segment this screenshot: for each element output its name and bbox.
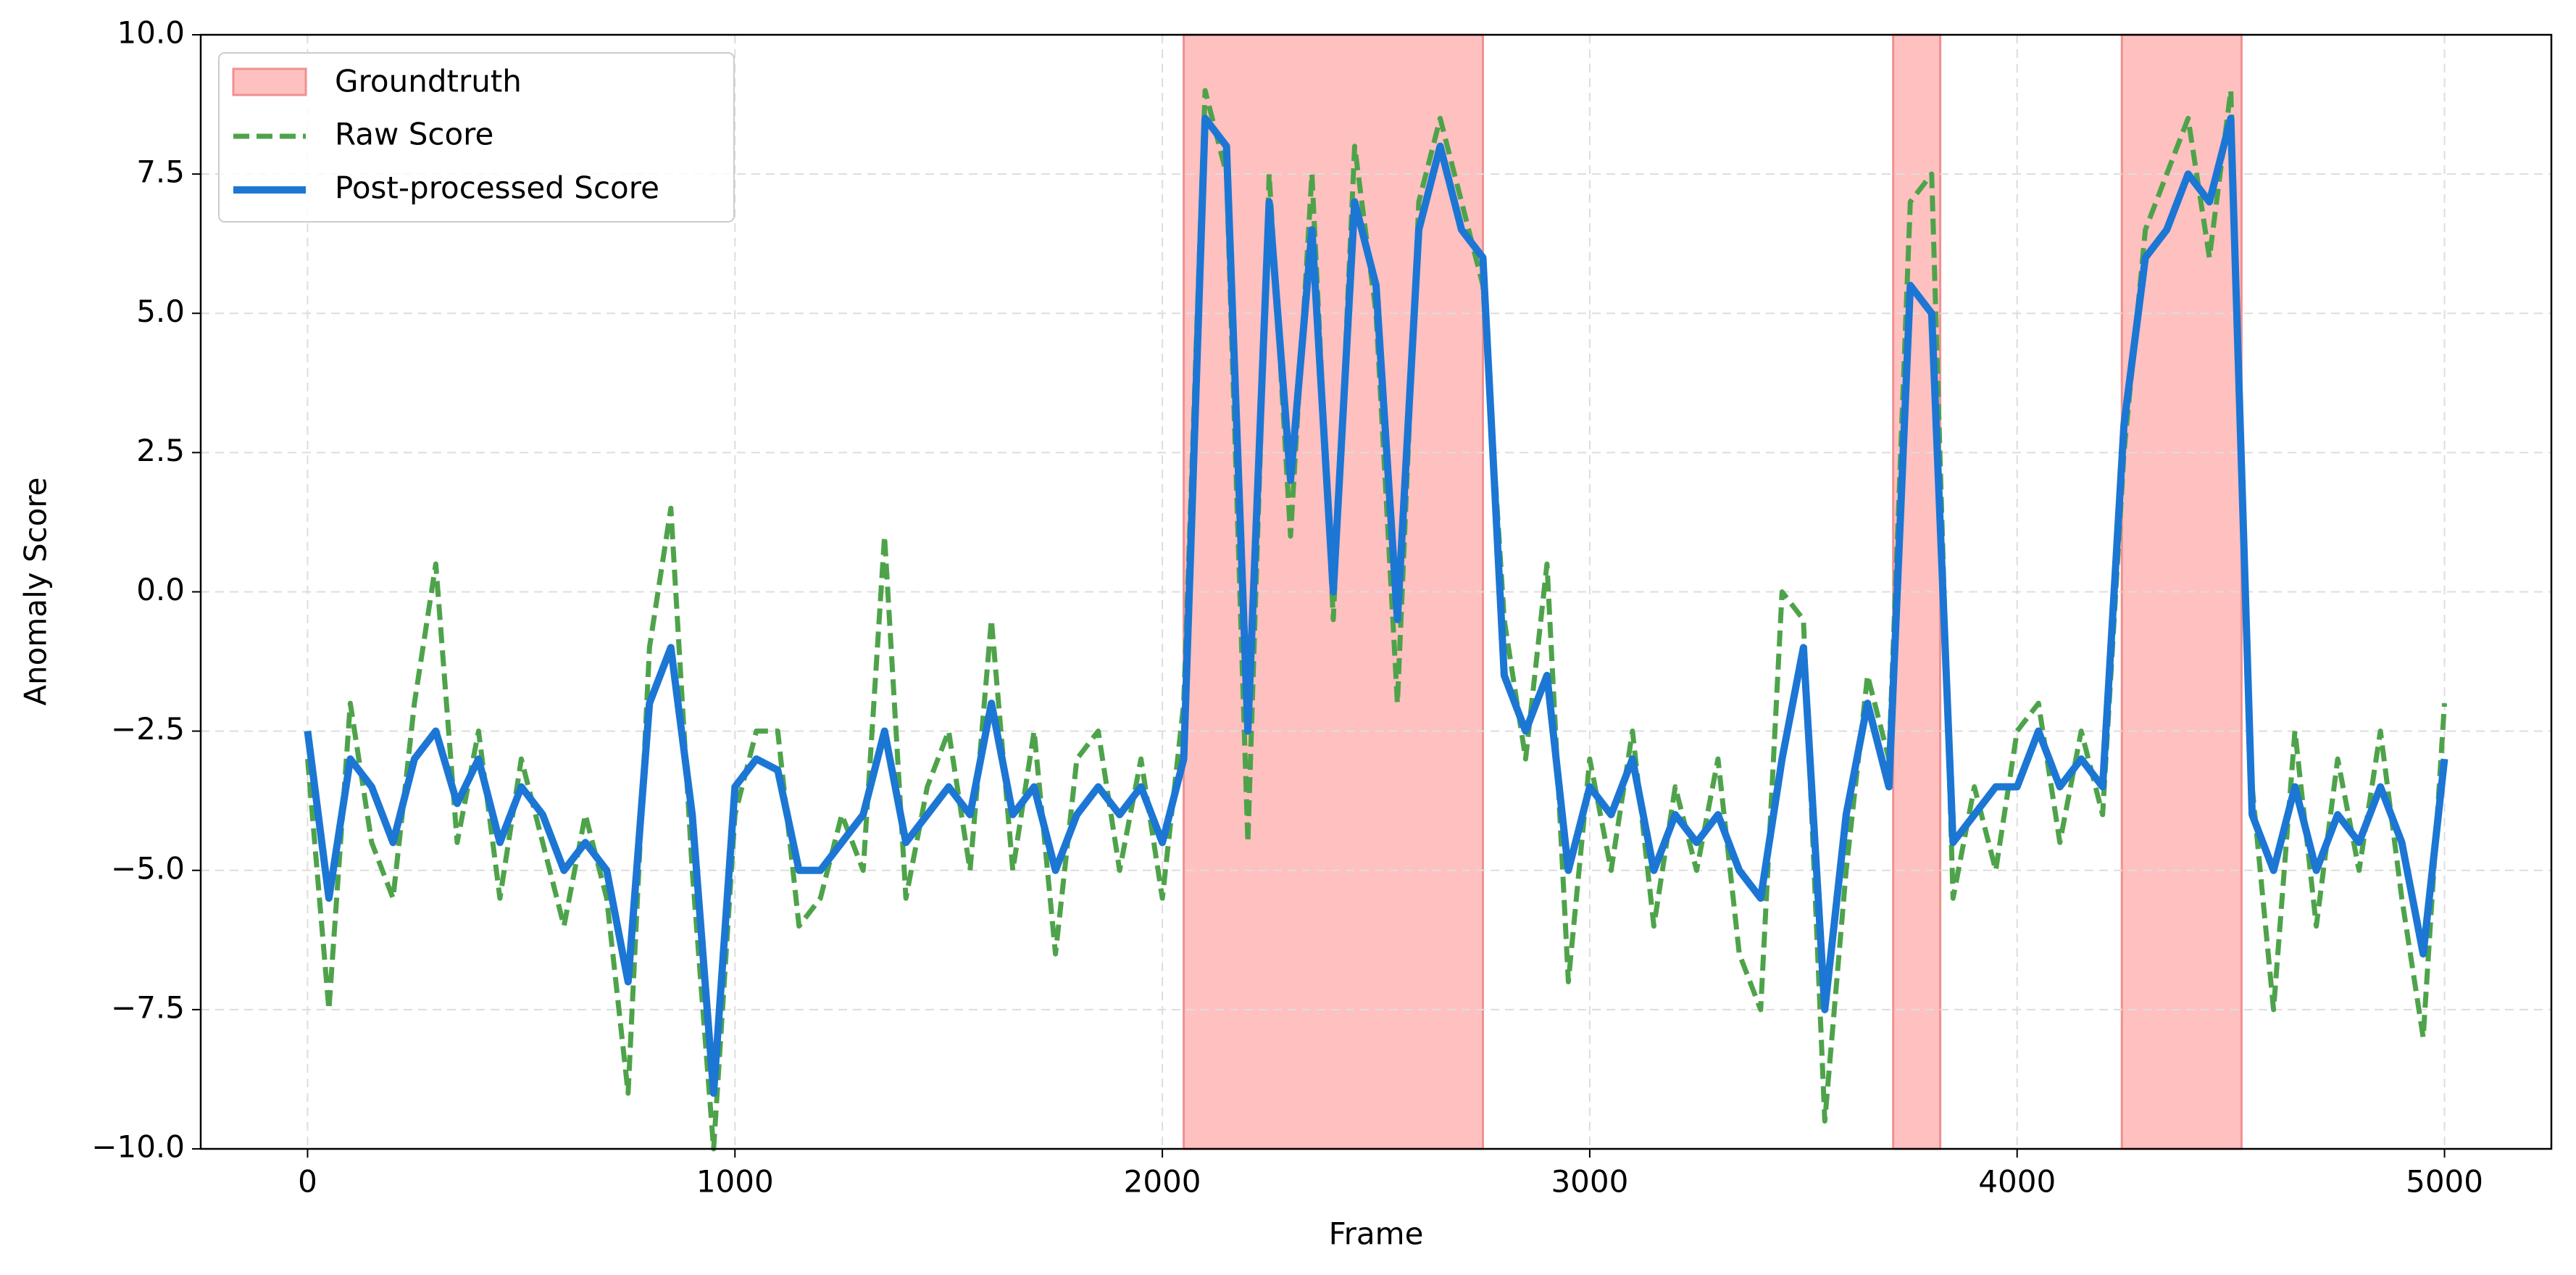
legend-label: Groundtruth bbox=[335, 64, 522, 99]
x-tick-label: 2000 bbox=[1124, 1164, 1201, 1200]
legend-box bbox=[218, 52, 735, 223]
series-line bbox=[304, 115, 2448, 1097]
y-tick-label: −7.5 bbox=[111, 989, 185, 1025]
x-tick-label: 3000 bbox=[1551, 1164, 1628, 1200]
y-axis-label: Anomaly Score bbox=[18, 477, 54, 705]
plot-frame bbox=[199, 33, 2553, 1150]
legend-label: Post-processed Score bbox=[335, 170, 659, 206]
x-tick-label: 0 bbox=[298, 1164, 317, 1200]
legend-swatch bbox=[232, 67, 307, 96]
x-axis-label: Frame bbox=[1329, 1216, 1424, 1252]
y-tick-label: 7.5 bbox=[136, 154, 185, 190]
series-line bbox=[305, 88, 2447, 1152]
y-tick-label: −2.5 bbox=[111, 711, 185, 747]
y-tick-label: 0.0 bbox=[136, 572, 185, 607]
y-tick-label: 5.0 bbox=[136, 294, 185, 329]
legend-label: Raw Score bbox=[335, 117, 493, 152]
y-tick-label: −10.0 bbox=[91, 1129, 185, 1165]
x-tick-label: 1000 bbox=[696, 1164, 774, 1200]
y-tick-label: −5.0 bbox=[111, 850, 185, 886]
y-tick-label: 2.5 bbox=[136, 433, 185, 468]
x-tick-label: 5000 bbox=[2406, 1164, 2483, 1200]
x-tick-label: 4000 bbox=[1978, 1164, 2056, 1200]
y-tick-label: 10.0 bbox=[117, 15, 185, 51]
